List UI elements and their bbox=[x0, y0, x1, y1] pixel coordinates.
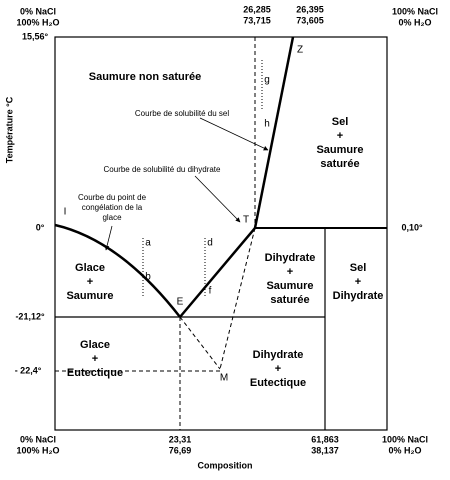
bottom-label: 100% H₂O bbox=[16, 445, 59, 455]
point-label: I bbox=[64, 207, 67, 218]
region-label: Dihydrate bbox=[253, 349, 304, 361]
region-label: Glace bbox=[75, 262, 105, 274]
bottom-label: 0% NaCl bbox=[20, 434, 56, 444]
point-label: a bbox=[145, 238, 151, 249]
bottom-label: 38,137 bbox=[311, 445, 339, 455]
region-label: Eutectique bbox=[67, 367, 123, 379]
bottom-label: 76,69 bbox=[169, 445, 192, 455]
y-label: Température °C bbox=[4, 96, 14, 163]
point-label: h bbox=[264, 119, 270, 130]
point-label: f bbox=[209, 286, 212, 297]
right-label: 0,10° bbox=[401, 222, 423, 232]
region-label: Dihydrate bbox=[333, 290, 384, 302]
top-label: 100% H₂O bbox=[16, 17, 59, 27]
region-label: Eutectique bbox=[250, 377, 306, 389]
region-label: Glace bbox=[80, 339, 110, 351]
bottom-label: 0% H₂O bbox=[388, 445, 421, 455]
region-label: + bbox=[355, 276, 361, 288]
point-label: M bbox=[220, 373, 228, 384]
region-label: + bbox=[92, 353, 98, 365]
point-label: Z bbox=[297, 45, 303, 56]
point-label: b bbox=[145, 272, 151, 283]
region-label: Sel bbox=[350, 262, 367, 274]
top-label: 0% NaCl bbox=[20, 6, 56, 16]
bottom-label: 23,31 bbox=[169, 434, 192, 444]
point-label: g bbox=[264, 75, 270, 86]
region-label: saturée bbox=[270, 294, 309, 306]
top-label: 73,715 bbox=[243, 15, 271, 25]
annotation: Courbe du point de bbox=[78, 193, 147, 202]
top-label: 26,395 bbox=[296, 4, 324, 14]
region-label: Sel bbox=[332, 116, 349, 128]
top-label: 100% NaCl bbox=[392, 6, 438, 16]
region-label: + bbox=[275, 363, 281, 375]
region-label: + bbox=[337, 130, 343, 142]
region-label: Dihydrate bbox=[265, 252, 316, 264]
left-label: 0° bbox=[36, 222, 45, 232]
bottom-label: 100% NaCl bbox=[382, 434, 428, 444]
bottom-label: 61,863 bbox=[311, 434, 339, 444]
region-label: Saumure bbox=[266, 280, 313, 292]
point-label: E bbox=[177, 297, 184, 308]
top-label: 73,605 bbox=[296, 15, 324, 25]
region-label: Saumure bbox=[316, 144, 363, 156]
annotation: Courbe de solubilité du dihydrate bbox=[104, 165, 222, 174]
left-label: - 22,4° bbox=[15, 365, 42, 375]
annotation: congélation de la bbox=[82, 203, 143, 212]
annotation: Courbe de solubilité du sel bbox=[135, 109, 230, 118]
annotation: glace bbox=[102, 213, 122, 222]
left-label: 15,56° bbox=[22, 31, 49, 41]
region-label: saturée bbox=[320, 158, 359, 170]
region-label: + bbox=[87, 276, 93, 288]
region-label: Saumure non saturée bbox=[89, 71, 201, 83]
x-label: Composition bbox=[198, 460, 253, 470]
point-label: d bbox=[207, 238, 213, 249]
left-label: -21,12° bbox=[15, 311, 45, 321]
top-label: 0% H₂O bbox=[398, 17, 431, 27]
point-label: T bbox=[243, 215, 249, 226]
top-label: 26,285 bbox=[243, 4, 271, 14]
region-label: + bbox=[287, 266, 293, 278]
frame-lines bbox=[54, 36, 388, 431]
region-label: Saumure bbox=[66, 290, 113, 302]
